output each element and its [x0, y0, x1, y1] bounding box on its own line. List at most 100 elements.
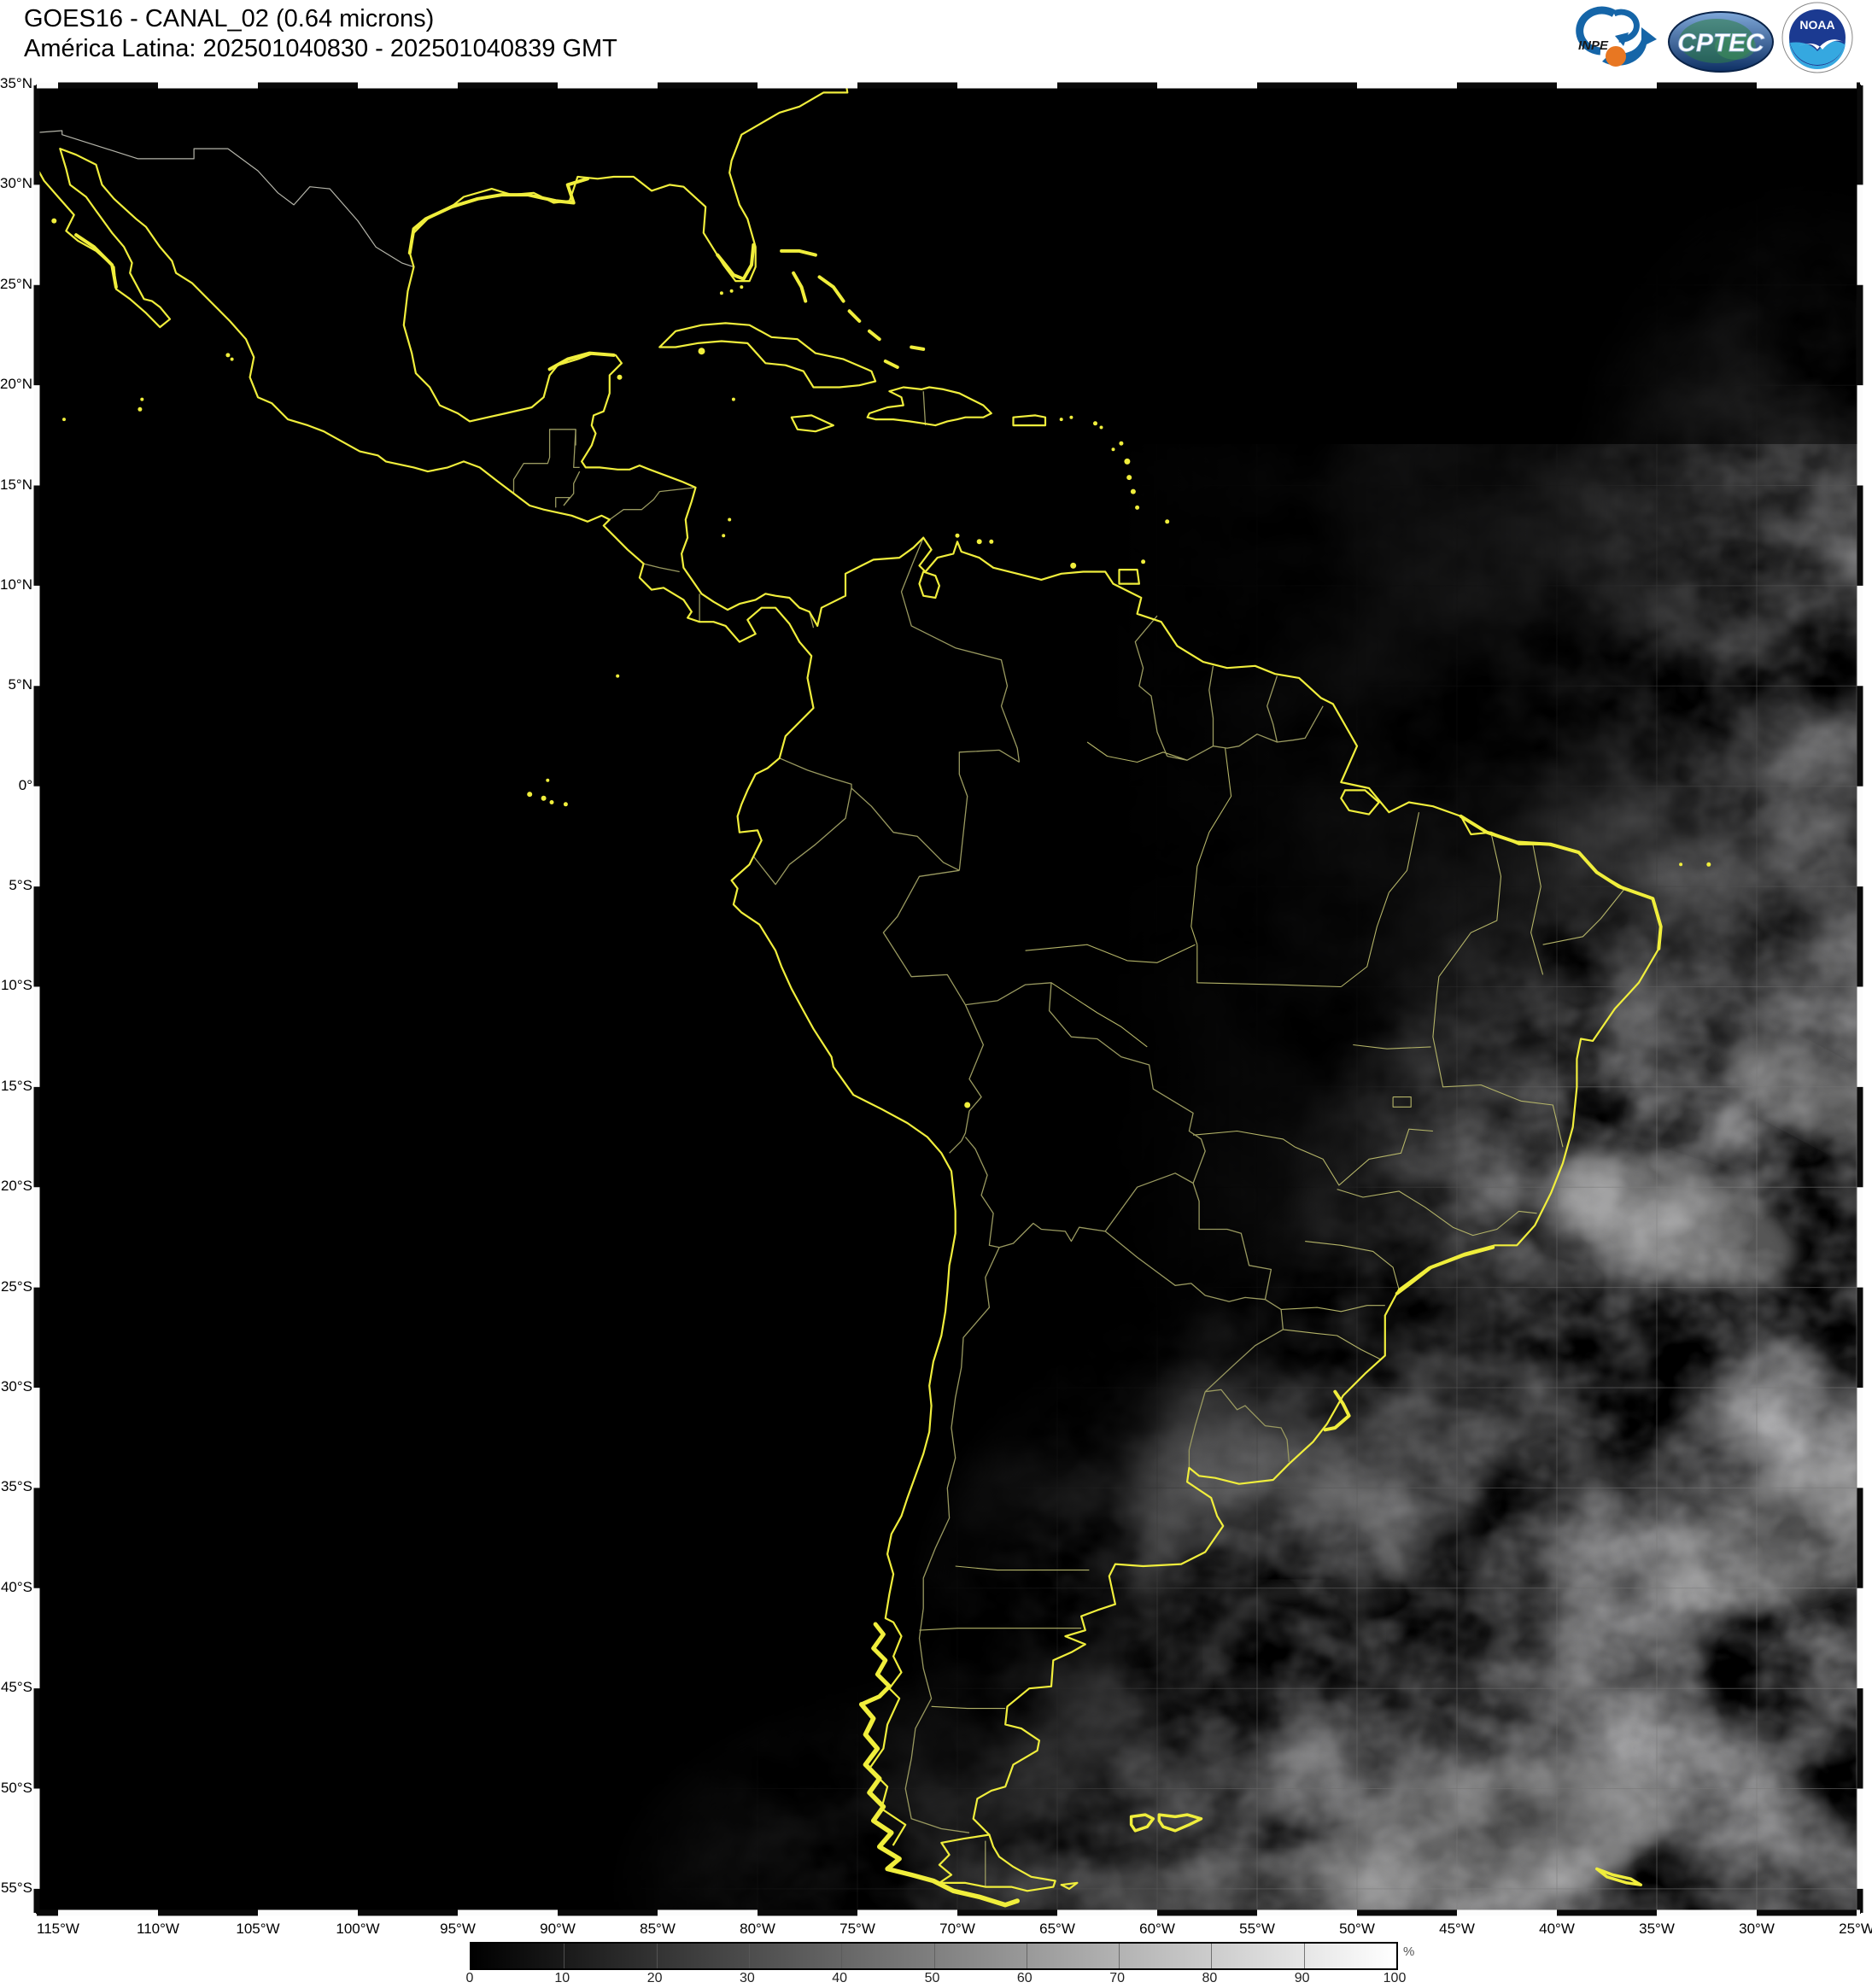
- border-line: [900, 537, 1021, 763]
- border-line: [555, 496, 570, 508]
- state-line: [919, 1628, 1082, 1631]
- product-title: GOES16 - CANAL_02 (0.64 microns): [24, 5, 435, 32]
- coastline: [866, 386, 992, 427]
- lon-label: 80°W: [740, 1921, 775, 1937]
- lat-label: 5°S: [9, 877, 32, 894]
- island-dot: [964, 1102, 971, 1108]
- bright-coast: [1595, 1867, 1643, 1886]
- lon-label: 50°W: [1339, 1921, 1375, 1937]
- lat-label: 45°S: [0, 1679, 32, 1696]
- state-line: [1050, 982, 1148, 1048]
- cloud-layer: [37, 85, 1860, 1913]
- island-dot: [976, 539, 982, 545]
- bright-coast: [407, 177, 590, 255]
- map-frame: [33, 82, 1863, 1916]
- island-dot: [563, 802, 568, 807]
- border-line: [961, 1004, 985, 1142]
- noaa-logo-text: NOAA: [1799, 18, 1834, 32]
- state-line: [1436, 832, 1502, 993]
- lat-label: 10°N: [0, 576, 32, 593]
- colorbar-tick: [933, 1944, 935, 1968]
- bright-coast: [1157, 1813, 1203, 1833]
- island-dot: [1141, 559, 1146, 564]
- product-subtitle: América Latina: 202501040830 - 202501040…: [24, 35, 617, 62]
- lat-label: 20°S: [0, 1178, 32, 1195]
- coastline: [1118, 569, 1140, 585]
- colorbar-tick-label: 10: [554, 1971, 570, 1985]
- lat-label: 15°S: [0, 1077, 32, 1094]
- bright-coast: [1395, 1245, 1495, 1295]
- border-line: [1188, 1391, 1206, 1468]
- island-dot: [230, 357, 234, 361]
- small-islands: [51, 218, 1711, 1108]
- bright-coast: [910, 345, 926, 351]
- bright-coast: [74, 233, 118, 289]
- coastline: [730, 640, 956, 1846]
- island-dot: [616, 674, 620, 678]
- island-dot: [1070, 562, 1077, 569]
- state-line: [1305, 1241, 1400, 1290]
- border-line: [609, 487, 696, 521]
- colorbar-tick-label: 50: [924, 1971, 940, 1985]
- lon-label: 30°W: [1739, 1921, 1775, 1937]
- bright-coast: [847, 309, 862, 323]
- inpe-logo-text: INPE: [1578, 38, 1609, 53]
- cyclone-swirl: [1134, 1468, 1411, 1673]
- island-dot: [51, 218, 57, 224]
- colorbar-tick-label: 80: [1202, 1971, 1218, 1985]
- lat-label: 30°S: [0, 1378, 32, 1395]
- border-line: [904, 1247, 1000, 1833]
- island-dot: [731, 397, 735, 401]
- lon-label: 45°W: [1439, 1921, 1475, 1937]
- state-line: [1295, 1128, 1433, 1186]
- state-line: [1086, 741, 1188, 763]
- colorbar-tick-label: 20: [646, 1971, 663, 1985]
- island-dot: [1059, 418, 1063, 422]
- state-line: [1196, 944, 1342, 988]
- coastlines: [37, 85, 1662, 1892]
- bright-coast: [792, 271, 808, 303]
- border-line: [779, 757, 852, 788]
- bright-coast: [1459, 814, 1663, 950]
- colorbar-tick-label: 90: [1294, 1971, 1310, 1985]
- bright-coast: [1323, 1389, 1351, 1432]
- colorbar-tick: [656, 1944, 658, 1968]
- us-mexico-border: [37, 130, 414, 268]
- colorbar-tick: [1303, 1944, 1305, 1968]
- lon-label: 90°W: [540, 1921, 576, 1937]
- bright-coast: [883, 360, 899, 369]
- lat-label: 20°N: [0, 376, 32, 393]
- border-line: [958, 749, 1020, 871]
- island-dot: [1119, 441, 1124, 446]
- island-dot: [1126, 475, 1132, 481]
- lat-label: 10°S: [0, 977, 32, 994]
- border-line: [752, 787, 852, 886]
- lat-label: 55°S: [0, 1879, 32, 1896]
- state-line: [1388, 812, 1420, 893]
- island-dot: [729, 289, 734, 293]
- island-dot: [1093, 421, 1097, 426]
- coastline: [808, 536, 1662, 1836]
- bright-coast: [868, 329, 881, 342]
- border-line: [949, 1140, 962, 1154]
- state-line: [955, 1565, 1090, 1571]
- border-line: [965, 982, 1206, 1184]
- lat-label: 35°S: [0, 1478, 32, 1495]
- state-line: [1190, 748, 1232, 945]
- island-dot: [62, 418, 66, 422]
- bright-coast: [859, 1622, 892, 1707]
- state-line: [1530, 844, 1544, 975]
- border-line: [1167, 705, 1324, 761]
- lat-label: 0°: [18, 776, 32, 793]
- lon-label: 55°W: [1239, 1921, 1275, 1937]
- border-line: [1134, 615, 1168, 757]
- border-line: [573, 429, 580, 469]
- island-dot: [1130, 488, 1136, 494]
- island-dot: [728, 517, 732, 522]
- bright-coast: [716, 243, 756, 281]
- us-mexico-line: [37, 130, 414, 268]
- colorbar-unit: %: [1403, 1944, 1415, 1959]
- lon-label: 100°W: [336, 1921, 380, 1937]
